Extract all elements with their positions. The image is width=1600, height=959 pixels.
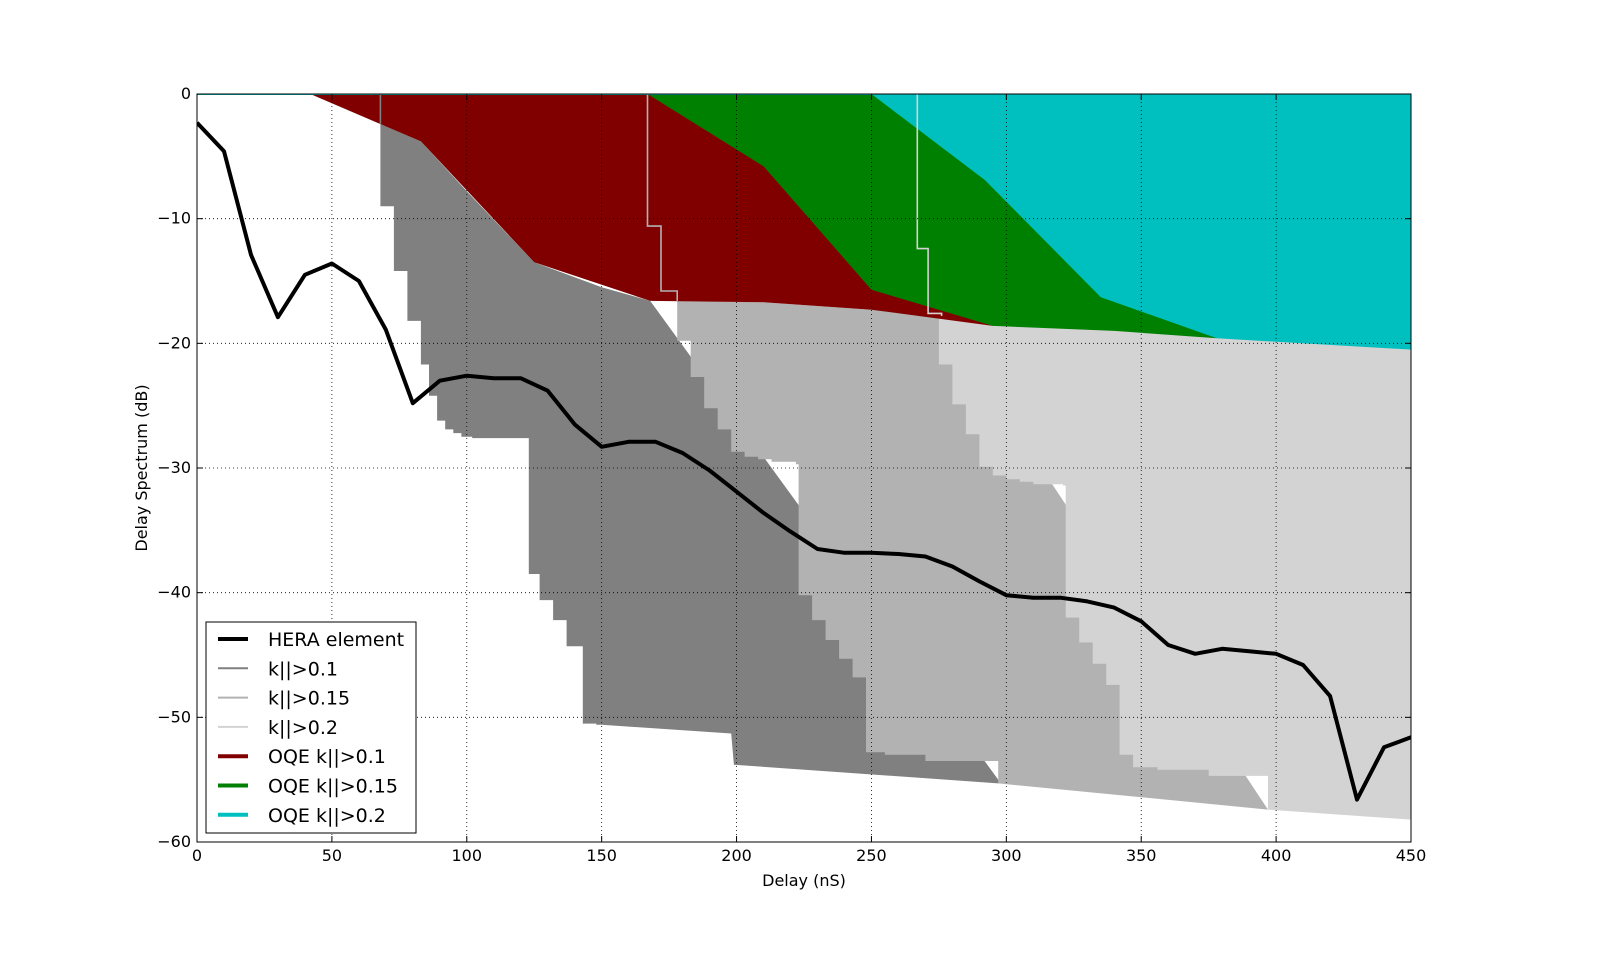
x-tick-label: 0 <box>192 846 202 865</box>
legend-label: HERA element <box>268 629 404 651</box>
threshold-line-2 <box>646 94 678 301</box>
x-tick-label: 150 <box>586 846 617 865</box>
x-tick-label: 100 <box>452 846 483 865</box>
legend-label: OQE k||>0.1 <box>268 746 386 768</box>
x-axis-label: Delay (nS) <box>762 871 846 890</box>
hera-element-line <box>197 121 1411 802</box>
legend-label: OQE k||>0.15 <box>268 776 398 798</box>
grid <box>197 94 1411 842</box>
legend-label: OQE k||>0.2 <box>268 805 386 827</box>
x-tick-label: 450 <box>1396 846 1427 865</box>
legend: HERA element k||>0.1 k||>0.15 k||>0.2 OQE k|… <box>205 621 417 834</box>
y-tick-label: −10 <box>157 209 191 228</box>
x-tick-label: 350 <box>1126 846 1157 865</box>
y-tick-label: −60 <box>157 832 191 851</box>
x-tick-label: 400 <box>1261 846 1292 865</box>
region-k-02 <box>938 313 1411 820</box>
axis-ticks: 0 50 100 150 200 250 300 350 400 450 0 −10 −20 −30 −40… <box>157 84 1426 865</box>
plot-frame <box>196 93 1412 843</box>
x-tick-label: 300 <box>991 846 1022 865</box>
y-tick-label: 0 <box>181 84 191 103</box>
legend-label: k||>0.15 <box>268 688 350 710</box>
legend-label: k||>0.1 <box>268 658 338 680</box>
y-tick-label: −30 <box>157 458 191 477</box>
y-tick-label: −20 <box>157 333 191 352</box>
y-tick-label: −50 <box>157 707 191 726</box>
oqe-k-02-region <box>871 94 1411 350</box>
x-tick-label: 50 <box>322 846 342 865</box>
x-tick-label: 250 <box>856 846 887 865</box>
x-tick-label: 200 <box>721 846 752 865</box>
threshold-line-3 <box>916 94 943 316</box>
y-tick-label: −40 <box>157 583 191 602</box>
y-axis-label: Delay Spectrum (dB) <box>132 384 151 551</box>
legend-label: k||>0.2 <box>268 717 338 739</box>
plot-area <box>197 94 1411 820</box>
